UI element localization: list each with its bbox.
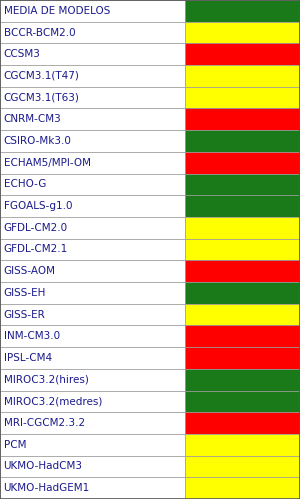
- Text: ECHAM5/MPI-OM: ECHAM5/MPI-OM: [4, 158, 91, 168]
- Bar: [185, 0, 300, 21]
- Bar: [0, 304, 185, 325]
- Bar: [0, 239, 185, 260]
- Bar: [0, 130, 185, 152]
- Bar: [185, 434, 300, 456]
- Bar: [185, 239, 300, 260]
- Text: PCM: PCM: [4, 440, 26, 450]
- Bar: [185, 108, 300, 130]
- Text: CSIRO-Mk3.0: CSIRO-Mk3.0: [4, 136, 71, 146]
- Bar: [0, 87, 185, 108]
- Text: ECHO-G: ECHO-G: [4, 180, 46, 190]
- Bar: [0, 195, 185, 217]
- Text: CCSM3: CCSM3: [4, 49, 41, 59]
- Bar: [0, 412, 185, 434]
- Bar: [0, 174, 185, 195]
- Bar: [185, 87, 300, 108]
- Bar: [185, 43, 300, 65]
- Bar: [0, 391, 185, 412]
- Bar: [0, 43, 185, 65]
- Text: GFDL-CM2.1: GFDL-CM2.1: [4, 245, 68, 254]
- Text: INM-CM3.0: INM-CM3.0: [4, 331, 60, 341]
- Text: IPSL-CM4: IPSL-CM4: [4, 353, 52, 363]
- Bar: [0, 260, 185, 282]
- Bar: [0, 152, 185, 174]
- Bar: [185, 65, 300, 87]
- Bar: [185, 174, 300, 195]
- Bar: [185, 347, 300, 369]
- Bar: [185, 21, 300, 43]
- Bar: [185, 412, 300, 434]
- Bar: [185, 217, 300, 239]
- Bar: [185, 478, 300, 499]
- Text: UKMO-HadCM3: UKMO-HadCM3: [4, 462, 82, 472]
- Text: GISS-AOM: GISS-AOM: [4, 266, 56, 276]
- Bar: [185, 369, 300, 391]
- Bar: [185, 325, 300, 347]
- Text: GISS-EH: GISS-EH: [4, 288, 46, 298]
- Bar: [185, 304, 300, 325]
- Text: MIROC3.2(medres): MIROC3.2(medres): [4, 396, 102, 406]
- Text: UKMO-HadGEM1: UKMO-HadGEM1: [4, 483, 90, 493]
- Text: BCCR-BCM2.0: BCCR-BCM2.0: [4, 27, 75, 37]
- Bar: [0, 108, 185, 130]
- Text: CGCM3.1(T47): CGCM3.1(T47): [4, 71, 80, 81]
- Bar: [185, 130, 300, 152]
- Bar: [0, 282, 185, 304]
- Text: MIROC3.2(hires): MIROC3.2(hires): [4, 375, 88, 385]
- Bar: [0, 369, 185, 391]
- Text: MRI-CGCM2.3.2: MRI-CGCM2.3.2: [4, 418, 85, 428]
- Bar: [0, 0, 185, 21]
- Bar: [0, 456, 185, 478]
- Text: GFDL-CM2.0: GFDL-CM2.0: [4, 223, 68, 233]
- Bar: [185, 195, 300, 217]
- Text: CNRM-CM3: CNRM-CM3: [4, 114, 61, 124]
- Bar: [185, 391, 300, 412]
- Bar: [0, 21, 185, 43]
- Bar: [0, 434, 185, 456]
- Bar: [0, 478, 185, 499]
- Bar: [185, 260, 300, 282]
- Text: CGCM3.1(T63): CGCM3.1(T63): [4, 93, 80, 103]
- Bar: [185, 282, 300, 304]
- Bar: [0, 217, 185, 239]
- Bar: [185, 456, 300, 478]
- Bar: [0, 325, 185, 347]
- Bar: [185, 152, 300, 174]
- Text: FGOALS-g1.0: FGOALS-g1.0: [4, 201, 72, 211]
- Text: GISS-ER: GISS-ER: [4, 309, 45, 319]
- Text: MEDIA DE MODELOS: MEDIA DE MODELOS: [4, 6, 110, 16]
- Bar: [0, 347, 185, 369]
- Bar: [0, 65, 185, 87]
